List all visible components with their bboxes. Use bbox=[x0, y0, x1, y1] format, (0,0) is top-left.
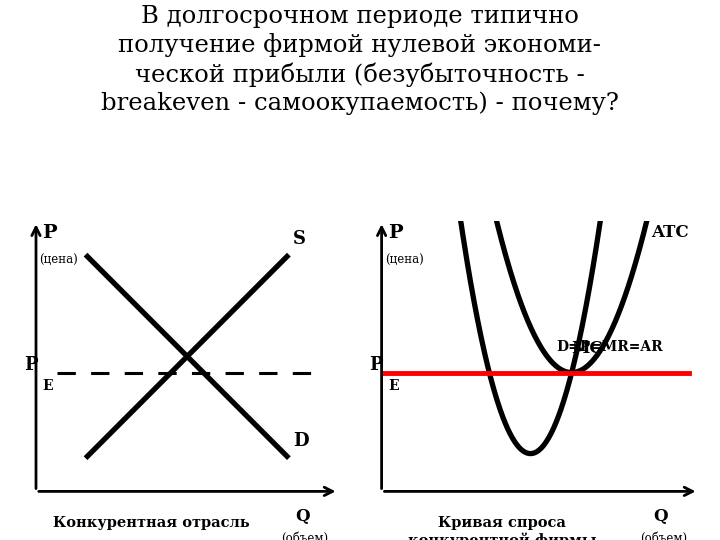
Text: D=P=MR=AR: D=P=MR=AR bbox=[556, 340, 662, 354]
Text: Кривая спроса
конкурентной фирмы: Кривая спроса конкурентной фирмы bbox=[408, 516, 596, 540]
Text: P: P bbox=[369, 355, 382, 374]
Text: E: E bbox=[388, 379, 399, 393]
Text: P: P bbox=[42, 224, 57, 242]
Text: ATC: ATC bbox=[652, 224, 689, 241]
Text: S: S bbox=[293, 231, 306, 248]
Text: Q: Q bbox=[294, 508, 310, 524]
Text: (объем): (объем) bbox=[640, 532, 687, 540]
Text: (объем): (объем) bbox=[282, 532, 329, 540]
Text: P: P bbox=[388, 224, 402, 242]
Text: Конкурентная отрасль: Конкурентная отрасль bbox=[53, 516, 249, 530]
Text: E: E bbox=[42, 379, 53, 393]
Text: MC: MC bbox=[572, 340, 603, 357]
Text: D: D bbox=[293, 432, 309, 450]
Text: Q: Q bbox=[653, 508, 667, 524]
Text: В долгосрочном периоде типично
получение фирмой нулевой экономи-
ческой прибыли : В долгосрочном периоде типично получение… bbox=[101, 5, 619, 114]
Text: (цена): (цена) bbox=[39, 254, 78, 267]
Text: (цена): (цена) bbox=[384, 254, 423, 267]
Text: P: P bbox=[24, 355, 37, 374]
